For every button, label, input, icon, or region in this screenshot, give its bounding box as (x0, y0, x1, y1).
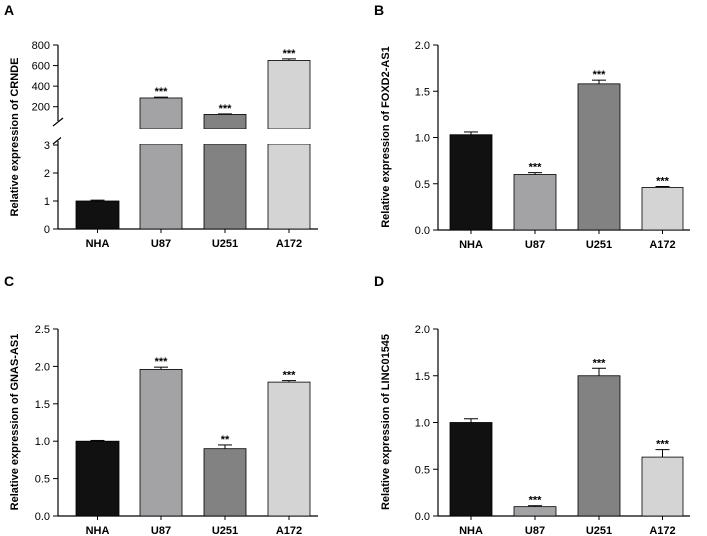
x-tick-label: U87 (151, 525, 171, 536)
significance-label: *** (593, 357, 607, 369)
x-tick-label: U87 (151, 238, 171, 250)
x-tick-label: U251 (212, 525, 238, 536)
y-tick-label: 1 (44, 196, 50, 208)
y-tick-label: 0.0 (35, 511, 50, 523)
panel-a: A Relative expression of CRNDE 200 400 600… (4, 2, 318, 250)
bar-u87-upper (139, 97, 183, 130)
bar-nha (75, 440, 120, 517)
bar-u251-upper (203, 114, 247, 130)
significance-label: *** (529, 162, 543, 174)
y-tick-label: 1.5 (415, 86, 430, 98)
bar-u87-lower (139, 143, 183, 230)
y-tick-label: 0.5 (415, 464, 430, 476)
y-tick-label: 1.0 (415, 133, 430, 145)
x-tick-label: NHA (459, 525, 483, 536)
x-tick-label: U87 (525, 525, 545, 536)
significance-label: *** (283, 370, 297, 382)
bar-u251 (577, 375, 621, 517)
x-tick-label: U251 (586, 239, 612, 251)
panel-letter-c: C (4, 273, 14, 289)
y-tick-label: 2.0 (415, 324, 430, 336)
significance-label: ** (221, 434, 230, 446)
y-tick-label: 2.5 (35, 324, 50, 336)
x-tick-label: A172 (649, 525, 675, 536)
panel-letter-b: B (374, 2, 384, 18)
bar-u87 (139, 368, 183, 517)
y-tick-label: 2 (44, 168, 50, 180)
x-tick-label: U87 (525, 239, 545, 251)
y-tick-label: 2.0 (35, 361, 50, 373)
plot-area-a: 200 400 600 800 0 1 2 3 NHA *** U87 *** U251 *** A172 (32, 40, 318, 250)
y-tick-label: 1.5 (35, 399, 50, 411)
significance-label: *** (219, 103, 233, 115)
significance-label: *** (656, 176, 670, 188)
x-tick-label: NHA (459, 239, 483, 251)
plot-area-d: 0.0 0.5 1.0 1.5 2.0 NHA *** U87 *** U251 *** A172 (415, 324, 690, 536)
y-tick-label: 0.0 (415, 511, 430, 523)
y-axis-label-d: Relative expression of LINC01545 (380, 334, 392, 510)
significance-label: *** (656, 439, 670, 451)
y-tick-label: 400 (32, 81, 50, 93)
plot-area-b: 0.0 0.5 1.0 1.5 2.0 NHA *** U87 *** U251 *** A172 (415, 40, 690, 251)
bar-nha (449, 422, 493, 517)
y-tick-label: 1.0 (35, 436, 50, 448)
bar-a172 (641, 187, 684, 231)
y-tick-label: 200 (32, 102, 50, 114)
y-tick-label: 1.5 (415, 371, 430, 383)
x-tick-label: NHA (86, 525, 110, 536)
x-tick-label: A172 (276, 525, 302, 536)
y-tick-label: 3 (44, 140, 50, 152)
x-tick-label: U251 (212, 238, 238, 250)
y-tick-label: 0.5 (415, 179, 430, 191)
axis-break-mark (52, 117, 64, 127)
panel-b: B Relative expression of FOXD2-AS1 0.00.… (374, 2, 690, 251)
y-axis-label-c: Relative expression of GNAS-AS1 (9, 334, 21, 511)
bar-a172-upper (267, 60, 311, 130)
y-tick-label: 2.0 (415, 40, 430, 52)
bar-u251 (577, 83, 621, 231)
panel-d: D Relative expression of LINC01545 0.00.… (374, 273, 690, 536)
x-tick-label: A172 (649, 239, 675, 251)
bar-u87 (513, 174, 557, 231)
bar-a172 (641, 456, 684, 517)
y-axis-label-a: Relative expression of CRNDE (9, 58, 21, 217)
y-tick-label: 1.0 (415, 418, 430, 430)
y-axis-label-b: Relative expression of FOXD2-AS1 (380, 46, 392, 228)
bar-nha (449, 134, 493, 231)
x-tick-label: U251 (586, 525, 612, 536)
bar-u251 (203, 448, 247, 517)
bar-nha (75, 200, 120, 230)
significance-label: *** (529, 495, 543, 507)
significance-label: *** (283, 48, 297, 60)
y-tick-label: 0.5 (35, 474, 50, 486)
significance-label: *** (155, 356, 169, 368)
y-tick-label: 800 (32, 40, 50, 52)
bar-u251-lower (203, 143, 247, 230)
panel-letter-d: D (374, 273, 384, 289)
panel-c: C Relative expression of GNAS-AS1 0.0 0.5… (4, 273, 318, 536)
plot-area-c: 0.0 0.5 1.0 1.5 2.0 2.5 NHA *** U87 ** U251 *** A172 (35, 324, 318, 536)
y-tick-label: 0.0 (415, 225, 430, 237)
axis-break-gap (61, 129, 318, 144)
x-tick-label: A172 (276, 238, 302, 250)
significance-label: *** (593, 69, 607, 81)
panel-letter-a: A (4, 2, 14, 18)
bar-u87 (513, 506, 557, 517)
bar-a172-lower (267, 143, 311, 230)
x-tick-label: NHA (86, 238, 110, 250)
bar-a172 (267, 381, 311, 517)
y-tick-label: 0 (44, 224, 50, 236)
y-tick-label: 600 (32, 61, 50, 73)
significance-label: *** (155, 86, 169, 98)
